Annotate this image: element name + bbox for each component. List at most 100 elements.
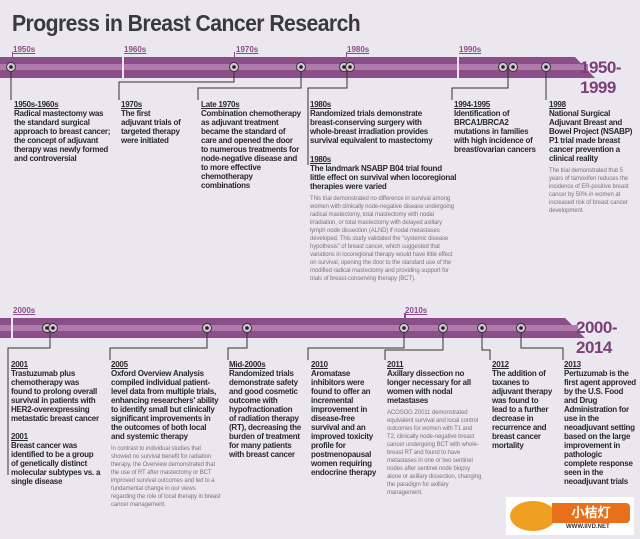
timeline-event: 2013 Pertuzumab is the first agent appro… xyxy=(564,360,636,486)
timeline-marker-center xyxy=(441,326,445,330)
event-date: Late 1970s xyxy=(201,100,240,109)
timeline-event: 2012 The addition of taxanes to adjuvant… xyxy=(492,360,554,450)
timeline-event: 2005 Oxford Overview Analysis compiled i… xyxy=(111,360,221,509)
decade-label: 1990s xyxy=(459,45,482,54)
era-label: 2000-2014 xyxy=(576,318,617,357)
timeline-event: Late 1970s Combination chemotherapy as a… xyxy=(201,100,301,190)
event-headline: Breast cancer was identified to be a gro… xyxy=(11,441,101,486)
event-date: 1994-1995 xyxy=(454,100,491,109)
event-headline: Identification of BRCA1/BRCA2 mutations … xyxy=(454,109,536,154)
event-headline: Pertuzumab is the first agent approved b… xyxy=(564,369,636,486)
event-headline: The addition of taxanes to adjuvant ther… xyxy=(492,369,553,450)
timeline-marker-center xyxy=(480,326,484,330)
logo-text: 小桔灯 xyxy=(552,503,630,523)
connector-line xyxy=(118,67,235,100)
event-headline: Trastuzumab plus chemotherapy was found … xyxy=(11,369,99,423)
event-date: 2011 xyxy=(387,360,404,369)
timeline-event: 1980s The landmark NSABP B04 trial found… xyxy=(310,155,458,283)
orange-icon xyxy=(510,501,556,531)
event-headline: Randomized trials demonstrate safety and… xyxy=(229,369,301,459)
decade-divider xyxy=(404,313,406,319)
event-date: 1970s xyxy=(121,100,142,109)
timeline-marker-center xyxy=(342,65,346,69)
timeline-marker-center xyxy=(519,326,523,330)
timeline-marker-center xyxy=(45,326,49,330)
decade-divider xyxy=(12,52,13,58)
timeline-marker-center xyxy=(51,326,55,330)
event-headline: The first adjuvant trials of targeted th… xyxy=(121,109,181,145)
event-description: ACOSOG Z0011 demonstrated equivalent sur… xyxy=(387,410,482,496)
connector-line xyxy=(307,67,348,165)
connector-line xyxy=(520,328,564,360)
logo-url: WWW.IIVD.NET xyxy=(566,524,610,530)
event-date: Mid-2000s xyxy=(229,360,266,369)
timeline-event: 1970s The first adjuvant trials of targe… xyxy=(121,100,183,145)
timeline-marker-center xyxy=(205,326,209,330)
connector-line xyxy=(481,328,491,360)
event-headline: Combination chemotherapy as adjuvant tre… xyxy=(201,109,301,190)
event-date: 2013 xyxy=(564,360,581,369)
decade-label: 1950s xyxy=(13,45,36,54)
event-headline: Oxford Overview Analysis compiled indivi… xyxy=(111,369,219,441)
timeline-event: Mid-2000s Randomized trials demonstrate … xyxy=(229,360,301,459)
watermark-logo: 小桔灯 WWW.IIVD.NET xyxy=(506,497,634,535)
event-headline: Aromatase inhibitors were found to offer… xyxy=(311,369,377,477)
timeline-event: 2001 Breast cancer was identified to be … xyxy=(11,432,101,486)
event-description: The trial demonstrated that 5 years of t… xyxy=(549,168,629,214)
connector-line xyxy=(227,328,248,360)
timeline-marker-center xyxy=(245,326,249,330)
decade-divider xyxy=(457,52,459,80)
timeline-marker-center xyxy=(232,65,236,69)
event-headline: Randomized trials demonstrate breast-con… xyxy=(310,109,433,145)
event-headline: Axillary dissection no longer necessary … xyxy=(387,369,471,405)
event-headline: Radical mastectomy was the standard surg… xyxy=(14,109,111,163)
timeline-event: 2010 Aromatase inhibitors were found to … xyxy=(311,360,379,477)
decade-label: 1960s xyxy=(124,45,147,54)
timeline-event: 2001 Trastuzumab plus chemotherapy was f… xyxy=(11,360,101,423)
connector-line xyxy=(307,328,405,360)
timeline-marker-center xyxy=(544,65,548,69)
timeline-event: 1998 National Surgical Adjuvant Breast a… xyxy=(549,100,633,215)
event-date: 2010 xyxy=(311,360,328,369)
event-date: 2005 xyxy=(111,360,128,369)
timeline-marker-center xyxy=(9,65,13,69)
decade-label: 2000s xyxy=(13,306,36,315)
event-date: 2012 xyxy=(492,360,509,369)
connector-line xyxy=(7,328,51,475)
decade-label: 2010s xyxy=(405,306,428,315)
timeline-marker-center xyxy=(501,65,505,69)
event-date: 1950s-1960s xyxy=(14,100,59,109)
decade-divider xyxy=(234,52,235,58)
timeline-event: 1994-1995 Identification of BRCA1/BRCA2 … xyxy=(454,100,538,154)
event-date: 2001 xyxy=(11,360,28,369)
event-headline: The landmark NSABP B04 trial found littl… xyxy=(310,164,457,191)
connector-line xyxy=(197,67,302,100)
connector-line xyxy=(384,328,444,360)
page-title: Progress in Breast Cancer Research xyxy=(12,10,361,36)
timeline-event: 2011 Axillary dissection no longer neces… xyxy=(387,360,482,497)
timeline-marker-center xyxy=(402,326,406,330)
event-description: This trial demonstrated no difference in… xyxy=(310,196,455,282)
timeline-stripe-top xyxy=(0,64,588,70)
event-date: 1998 xyxy=(549,100,566,109)
timeline-marker-center xyxy=(511,65,515,69)
era-label: 1950-1999 xyxy=(580,58,621,97)
event-date: 1980s xyxy=(310,100,331,109)
timeline-marker-center xyxy=(348,65,352,69)
decade-label: 1970s xyxy=(236,45,259,54)
event-description: In contrast to individual studies that s… xyxy=(111,446,221,508)
connector-line xyxy=(451,67,509,100)
decade-label: 1980s xyxy=(347,45,370,54)
timeline-marker-center xyxy=(299,65,303,69)
connector-line xyxy=(109,328,208,360)
timeline-stripe-bottom xyxy=(0,325,578,331)
decade-divider xyxy=(122,52,124,80)
timeline-event: 1950s-1960s Radical mastectomy was the s… xyxy=(14,100,114,163)
event-headline: National Surgical Adjuvant Breast and Bo… xyxy=(549,109,633,163)
event-date: 2001 xyxy=(11,432,28,441)
decade-divider xyxy=(346,52,347,58)
timeline-event: 1980s Randomized trials demonstrate brea… xyxy=(310,100,445,145)
decade-divider xyxy=(11,313,13,339)
